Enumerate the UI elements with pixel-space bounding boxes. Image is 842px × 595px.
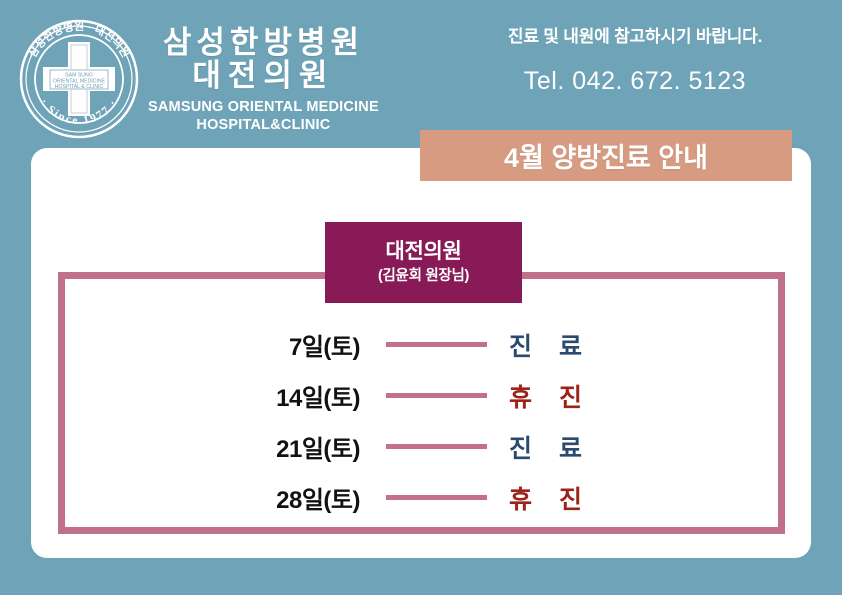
hospital-name-english-line1: SAMSUNG ORIENTAL MEDICINE [148,98,379,115]
table-row: 14일(토) 휴 진 [58,370,785,421]
department-name: 대전의원 [385,239,462,263]
month-title-banner: 4월 양방진료 안내 [420,130,792,181]
schedule-status: 진 료 [509,434,592,463]
hospital-name-korean-line2: 대전의원 [192,58,335,94]
schedule-status: 휴 진 [509,383,592,412]
schedule-date: 28일(토) [276,487,360,514]
telephone-text: Tel. 042. 672. 5123 [523,67,747,95]
poster-header: SAM SUNG ORIENTAL MEDICINE HOSPITAL & CL… [0,0,842,150]
content-card [31,148,811,558]
hospital-branding: SAM SUNG ORIENTAL MEDICINE HOSPITAL & CL… [18,18,379,140]
dash-separator-icon [386,444,487,449]
dash-separator-icon [386,393,487,398]
notice-text: 진료 및 내원에 참고하시기 바랍니다. [507,27,763,46]
svg-text:ORIENTAL MEDICINE: ORIENTAL MEDICINE [53,79,106,85]
schedule-list: 7일(토) 진 료 14일(토) 휴 진 21일(토) 진 료 28일(토) 휴… [58,290,785,526]
department-header-box: 대전의원 (김윤회 원장님) [325,222,522,303]
svg-text:SAM SUNG: SAM SUNG [65,73,93,79]
dash-separator-icon [386,342,487,347]
hospital-name-english-line2: HOSPITAL&CLINIC [196,117,331,134]
table-row: 7일(토) 진 료 [58,319,785,370]
schedule-date: 7일(토) [289,334,361,361]
schedule-date: 14일(토) [276,385,360,412]
hospital-circular-emblem: SAM SUNG ORIENTAL MEDICINE HOSPITAL & CL… [19,19,139,139]
hospital-emblem-logo: SAM SUNG ORIENTAL MEDICINE HOSPITAL & CL… [18,18,140,140]
contact-block: 진료 및 내원에 참고하시기 바랍니다. Tel. 042. 672. 5123 [440,22,830,96]
dash-separator-icon [386,495,487,500]
table-row: 21일(토) 진 료 [58,421,785,472]
svg-text:HOSPITAL & CLINIC: HOSPITAL & CLINIC [55,84,104,90]
department-doctor-name: (김윤회 원장님) [377,268,470,285]
schedule-date: 21일(토) [276,436,360,463]
month-title-text: 4월 양방진료 안내 [504,143,708,173]
hospital-name-block: 삼성한방병원 대전의원 SAMSUNG ORIENTAL MEDICINE HO… [148,18,379,135]
schedule-status: 진 료 [509,332,592,361]
schedule-status: 휴 진 [509,485,592,514]
table-row: 28일(토) 휴 진 [58,472,785,523]
hospital-name-korean-line1: 삼성한방병원 [162,25,364,60]
